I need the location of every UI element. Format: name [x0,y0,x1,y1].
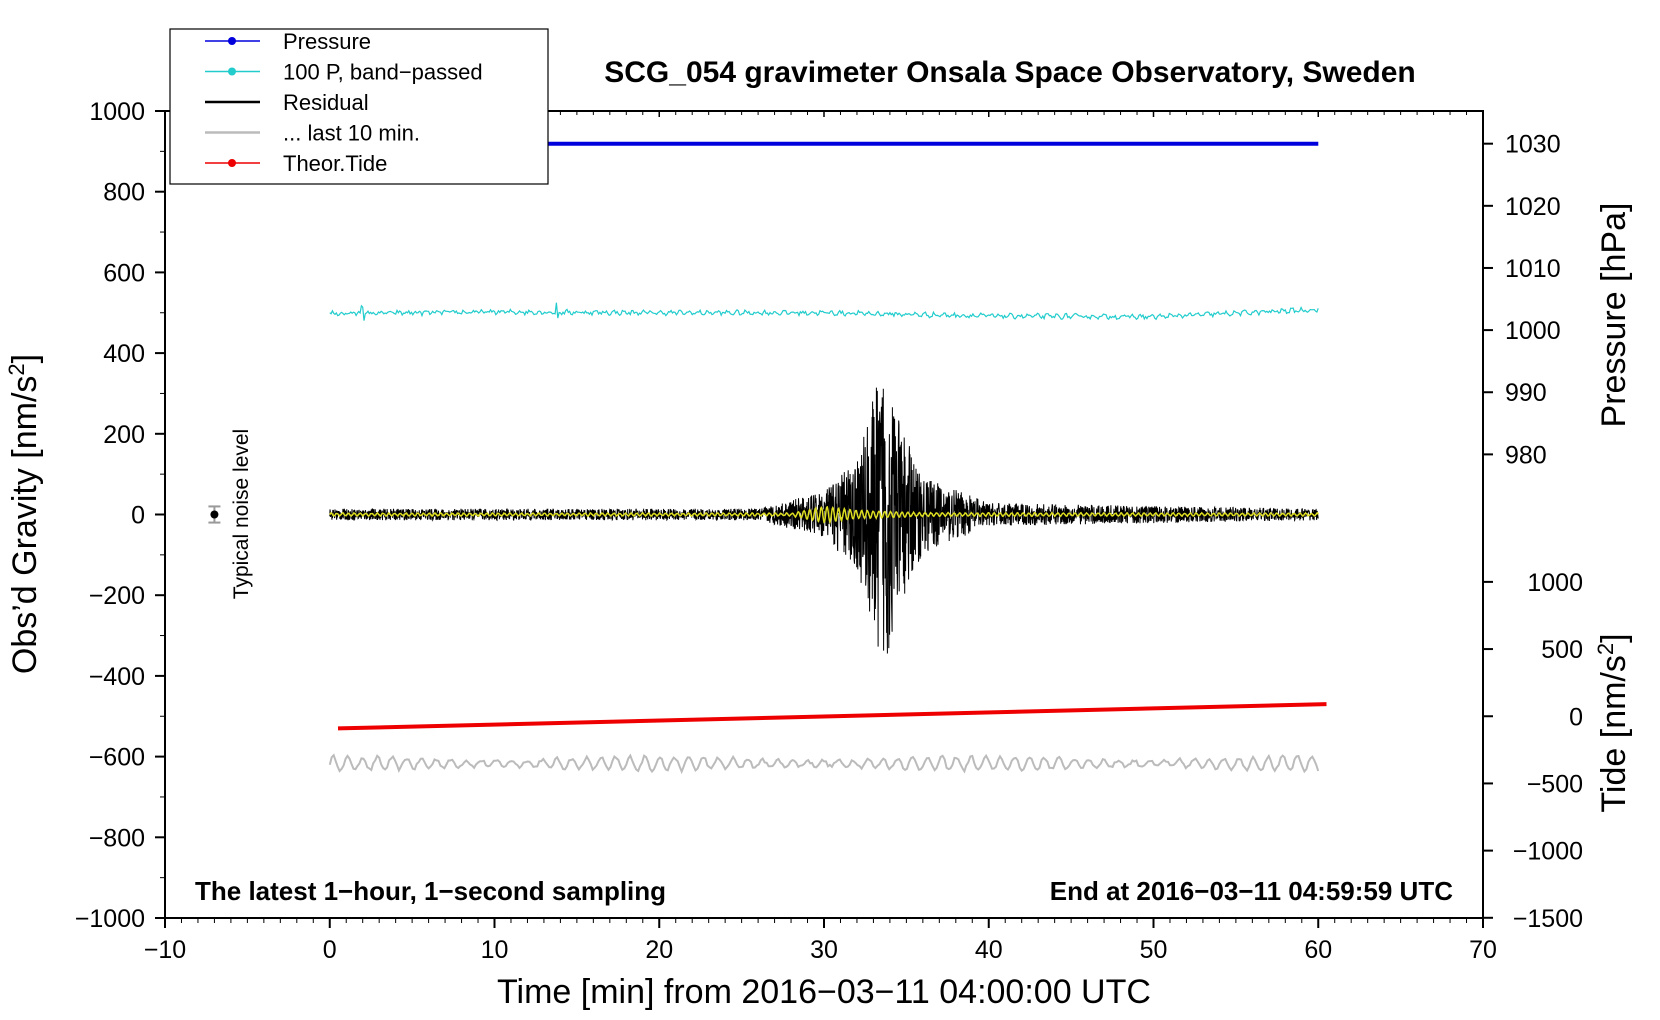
legend-marker [228,159,236,167]
tide-tick-label: −1000 [1513,838,1583,866]
y-tick-label: −1000 [75,905,145,933]
legend-marker [228,37,236,45]
noise-level-label: Typical noise level [230,429,253,599]
legend-label: Residual [283,90,369,115]
noise-marker-group [208,505,221,524]
x-tick-label: −10 [144,936,186,964]
pressure-tick-label: 1020 [1505,193,1561,221]
series-theor-tide [337,702,1327,731]
x-tick-label: 60 [1304,936,1332,964]
tide-tick-label: 1000 [1527,569,1583,597]
y-axis-label: Obs’d Gravity [nm/s2] [4,354,45,674]
y-tick-label: −600 [89,744,145,772]
y-tick-label: 600 [103,259,145,287]
x-tick-label: 20 [645,936,673,964]
x-tick-label: 40 [975,936,1003,964]
legend-label: Pressure [283,29,371,54]
y-tick-label: 0 [131,502,145,530]
legend-label: 100 P, band−passed [283,60,483,85]
pressure-tick-label: 980 [1505,441,1547,469]
x-axis-label: Time [min] from 2016−03−11 04:00:00 UTC [497,973,1151,1011]
x-tick-label: 30 [810,936,838,964]
y-tick-label: 1000 [89,98,145,126]
legend-box [169,28,549,185]
y-tick-label: −200 [89,582,145,610]
y-tick-label: 800 [103,179,145,207]
tide-axis-label: Tide [nm/s2] [1593,633,1634,812]
y-tick-label: −800 [89,824,145,852]
pressure-tick-label: 1000 [1505,317,1561,345]
legend-marker [228,67,236,76]
y-tick-label: −400 [89,663,145,691]
tide-tick-label: −1500 [1513,905,1583,933]
series-residual-filtered [329,505,1319,525]
series-band-passed [329,302,1319,321]
tide-tick-label: 500 [1541,636,1583,664]
legend-label: ... last 10 min. [283,121,420,146]
legend: Pressure 100 P, band−passed Residual ... la… [169,28,549,185]
y-tick-label: 400 [103,340,145,368]
tide-tick-label: −500 [1527,770,1583,798]
x-tick-label: 50 [1140,936,1168,964]
x-tick-label: 0 [323,936,337,964]
pressure-tick-label: 1030 [1505,131,1561,159]
series-last-10-min [328,753,1320,775]
axis-ticks: −10 0 10 20 30 40 50 60 7010008006004002000−200−… [75,98,1583,964]
end-time-note: End at 2016−03−11 04:59:59 UTC [1050,876,1453,906]
series-residual [329,387,1319,654]
x-tick-label: 70 [1469,936,1497,964]
y-tick-label: 200 [103,421,145,449]
data-series [328,141,1327,775]
legend-label: Theor.Tide [283,151,387,176]
tide-tick-label: 0 [1569,703,1583,731]
sampling-note: The latest 1−hour, 1−second sampling [195,876,666,906]
pressure-axis-label: Pressure [hPa] [1595,203,1633,428]
chart-title: SCG_054 gravimeter Onsala Space Observat… [604,56,1416,89]
noise-marker-dot [210,510,219,519]
x-tick-label: 10 [481,936,509,964]
pressure-tick-label: 990 [1505,379,1547,407]
pressure-tick-label: 1010 [1505,255,1561,283]
